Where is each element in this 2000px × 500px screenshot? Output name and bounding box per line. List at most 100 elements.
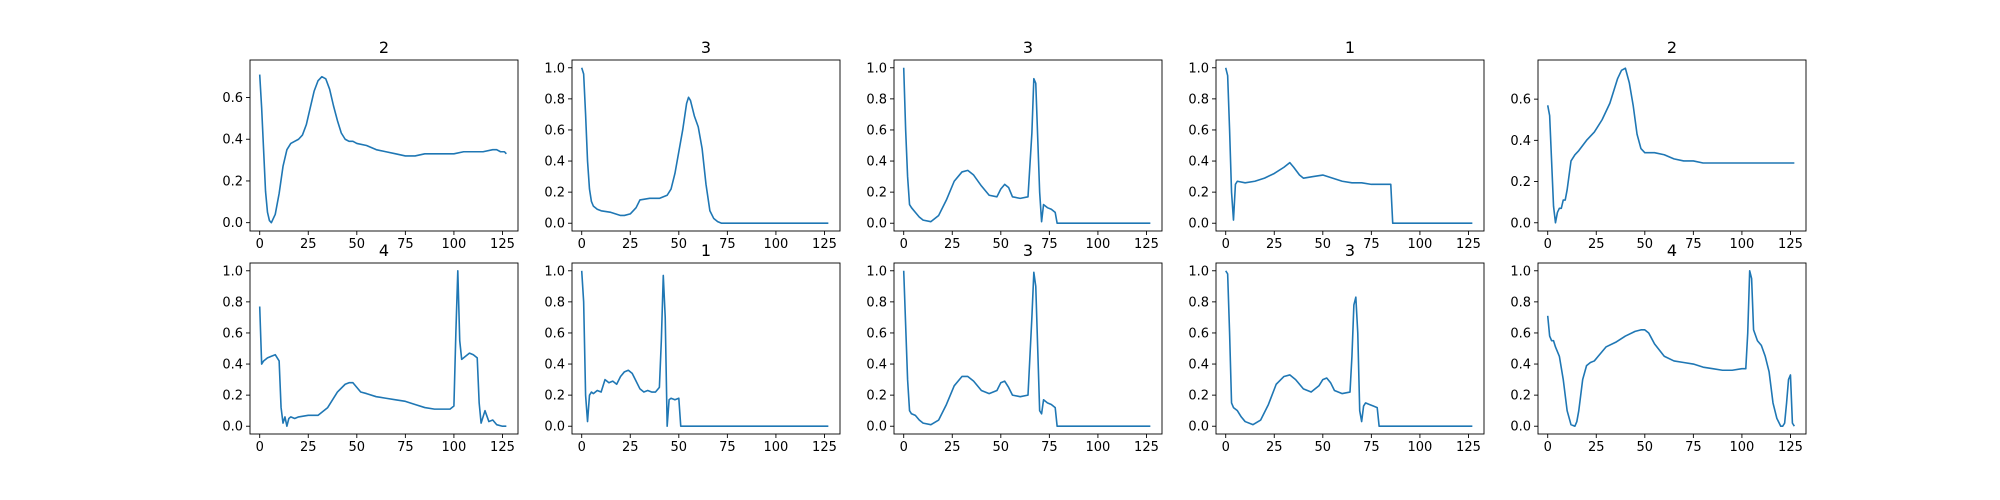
- x-tick-label: 75: [1363, 440, 1380, 455]
- x-tick-label: 125: [1456, 440, 1481, 455]
- subplot-5: 0 25 50 75 100 125 0.0 0.2 0.4 0.6 2: [1510, 38, 1807, 252]
- series-line: [1224, 67, 1473, 225]
- x-tick-label: 25: [300, 237, 317, 252]
- x-tick-label: 125: [812, 440, 837, 455]
- x-tick-label: 50: [1637, 237, 1654, 252]
- x-tick-label: 75: [1685, 440, 1702, 455]
- y-tick-label: 0.8: [544, 92, 565, 107]
- y-tick-label: 0.4: [544, 358, 565, 373]
- subplot-title: 2: [1667, 38, 1677, 57]
- subplot-title: 1: [701, 241, 711, 260]
- y-tick-label: 0.6: [866, 123, 887, 138]
- subplot-title: 4: [1667, 241, 1677, 260]
- axes-frame: [249, 262, 519, 435]
- y-tick-label: 1.0: [544, 264, 565, 279]
- series-line: [258, 269, 507, 428]
- y-tick-label: 0.8: [1188, 92, 1209, 107]
- x-tick-label: 125: [812, 237, 837, 252]
- y-tick-label: 0.8: [866, 92, 887, 107]
- subplot-10: 0 25 50 75 100 125 0.0 0.2 0.4 0.6 0.8 1.0 4: [1510, 241, 1807, 455]
- axes-frame: [571, 262, 841, 435]
- y-tick-label: 0.8: [866, 295, 887, 310]
- y-tick-label: 0.0: [544, 217, 565, 232]
- x-tick-label: 100: [763, 237, 788, 252]
- y-tick-label: 0.8: [1188, 295, 1209, 310]
- y-tick-label: 0.2: [1510, 175, 1531, 190]
- y-tick-label: 0.4: [1510, 134, 1531, 149]
- x-tick-label: 25: [1588, 440, 1605, 455]
- y-tick-label: 0.2: [1510, 389, 1531, 404]
- y-tick-label: 1.0: [866, 61, 887, 76]
- y-tick-label: 0.0: [1188, 217, 1209, 232]
- x-tick-label: 100: [441, 237, 466, 252]
- series-line: [580, 67, 829, 225]
- x-tick-label: 100: [1407, 237, 1432, 252]
- x-tick-label: 25: [300, 440, 317, 455]
- y-tick-label: 0.6: [866, 326, 887, 341]
- x-tick-label: 0: [1222, 237, 1230, 252]
- y-tick-label: 0.6: [544, 326, 565, 341]
- x-tick-label: 100: [1085, 440, 1110, 455]
- y-tick-label: 0.8: [544, 295, 565, 310]
- x-tick-label: 50: [1637, 440, 1654, 455]
- x-tick-label: 25: [1266, 440, 1283, 455]
- x-tick-label: 75: [719, 237, 736, 252]
- y-tick-label: 0.6: [544, 123, 565, 138]
- x-tick-label: 0: [1222, 440, 1230, 455]
- axes-frame: [1537, 59, 1807, 232]
- y-tick-label: 0.2: [866, 186, 887, 201]
- y-tick-label: 0.2: [544, 389, 565, 404]
- axes-frame: [893, 59, 1163, 232]
- y-tick-label: 0.2: [1188, 389, 1209, 404]
- y-tick-label: 0.4: [1188, 358, 1209, 373]
- series-line: [1546, 67, 1795, 224]
- x-tick-label: 0: [1544, 440, 1552, 455]
- x-tick-label: 25: [622, 237, 639, 252]
- y-tick-label: 0.6: [222, 326, 243, 341]
- subplot-2: 0 25 50 75 100 125 0.0 0.2 0.4 0.6 0.8 1.0 3: [544, 38, 841, 252]
- y-tick-label: 1.0: [866, 264, 887, 279]
- x-tick-label: 100: [763, 440, 788, 455]
- subplot-title: 3: [701, 38, 711, 57]
- y-tick-label: 0.2: [222, 389, 243, 404]
- axes-frame: [571, 59, 841, 232]
- subplot-1: 0 25 50 75 100 125 0.0 0.2 0.4 0.6 2: [222, 38, 519, 252]
- x-tick-label: 125: [1456, 237, 1481, 252]
- x-tick-label: 50: [349, 440, 366, 455]
- x-tick-label: 125: [1134, 440, 1159, 455]
- series-line: [258, 74, 507, 224]
- y-tick-label: 0.0: [1510, 420, 1531, 435]
- y-tick-label: 1.0: [1510, 264, 1531, 279]
- x-tick-label: 50: [1315, 440, 1332, 455]
- subplot-4: 0 25 50 75 100 125 0.0 0.2 0.4 0.6 0.8 1.0 1: [1188, 38, 1485, 252]
- x-tick-label: 75: [397, 440, 414, 455]
- x-tick-label: 25: [944, 237, 961, 252]
- x-tick-label: 100: [1085, 237, 1110, 252]
- x-tick-label: 100: [1407, 440, 1432, 455]
- x-tick-label: 75: [1041, 237, 1058, 252]
- x-tick-label: 75: [719, 440, 736, 455]
- axes-frame: [1215, 262, 1485, 435]
- x-tick-label: 50: [671, 440, 688, 455]
- x-tick-label: 25: [1266, 237, 1283, 252]
- subplot-title: 3: [1023, 241, 1033, 260]
- x-tick-label: 75: [1685, 237, 1702, 252]
- x-tick-label: 25: [622, 440, 639, 455]
- y-tick-label: 0.6: [222, 91, 243, 106]
- x-tick-label: 125: [490, 237, 515, 252]
- x-tick-label: 0: [1544, 237, 1552, 252]
- y-tick-label: 0.2: [1188, 186, 1209, 201]
- x-tick-label: 0: [900, 237, 908, 252]
- y-tick-label: 0.4: [866, 155, 887, 170]
- y-tick-label: 0.2: [544, 186, 565, 201]
- subplot-9: 0 25 50 75 100 125 0.0 0.2 0.4 0.6 0.8 1.0 3: [1188, 241, 1485, 455]
- y-tick-label: 0.0: [222, 216, 243, 231]
- x-tick-label: 0: [900, 440, 908, 455]
- y-tick-label: 0.6: [1510, 326, 1531, 341]
- x-tick-label: 0: [578, 237, 586, 252]
- x-tick-label: 50: [1315, 237, 1332, 252]
- x-tick-label: 125: [1778, 440, 1803, 455]
- y-tick-label: 0.4: [866, 358, 887, 373]
- x-tick-label: 0: [256, 440, 264, 455]
- subplot-7: 0 25 50 75 100 125 0.0 0.2 0.4 0.6 0.8 1.0 1: [544, 241, 841, 455]
